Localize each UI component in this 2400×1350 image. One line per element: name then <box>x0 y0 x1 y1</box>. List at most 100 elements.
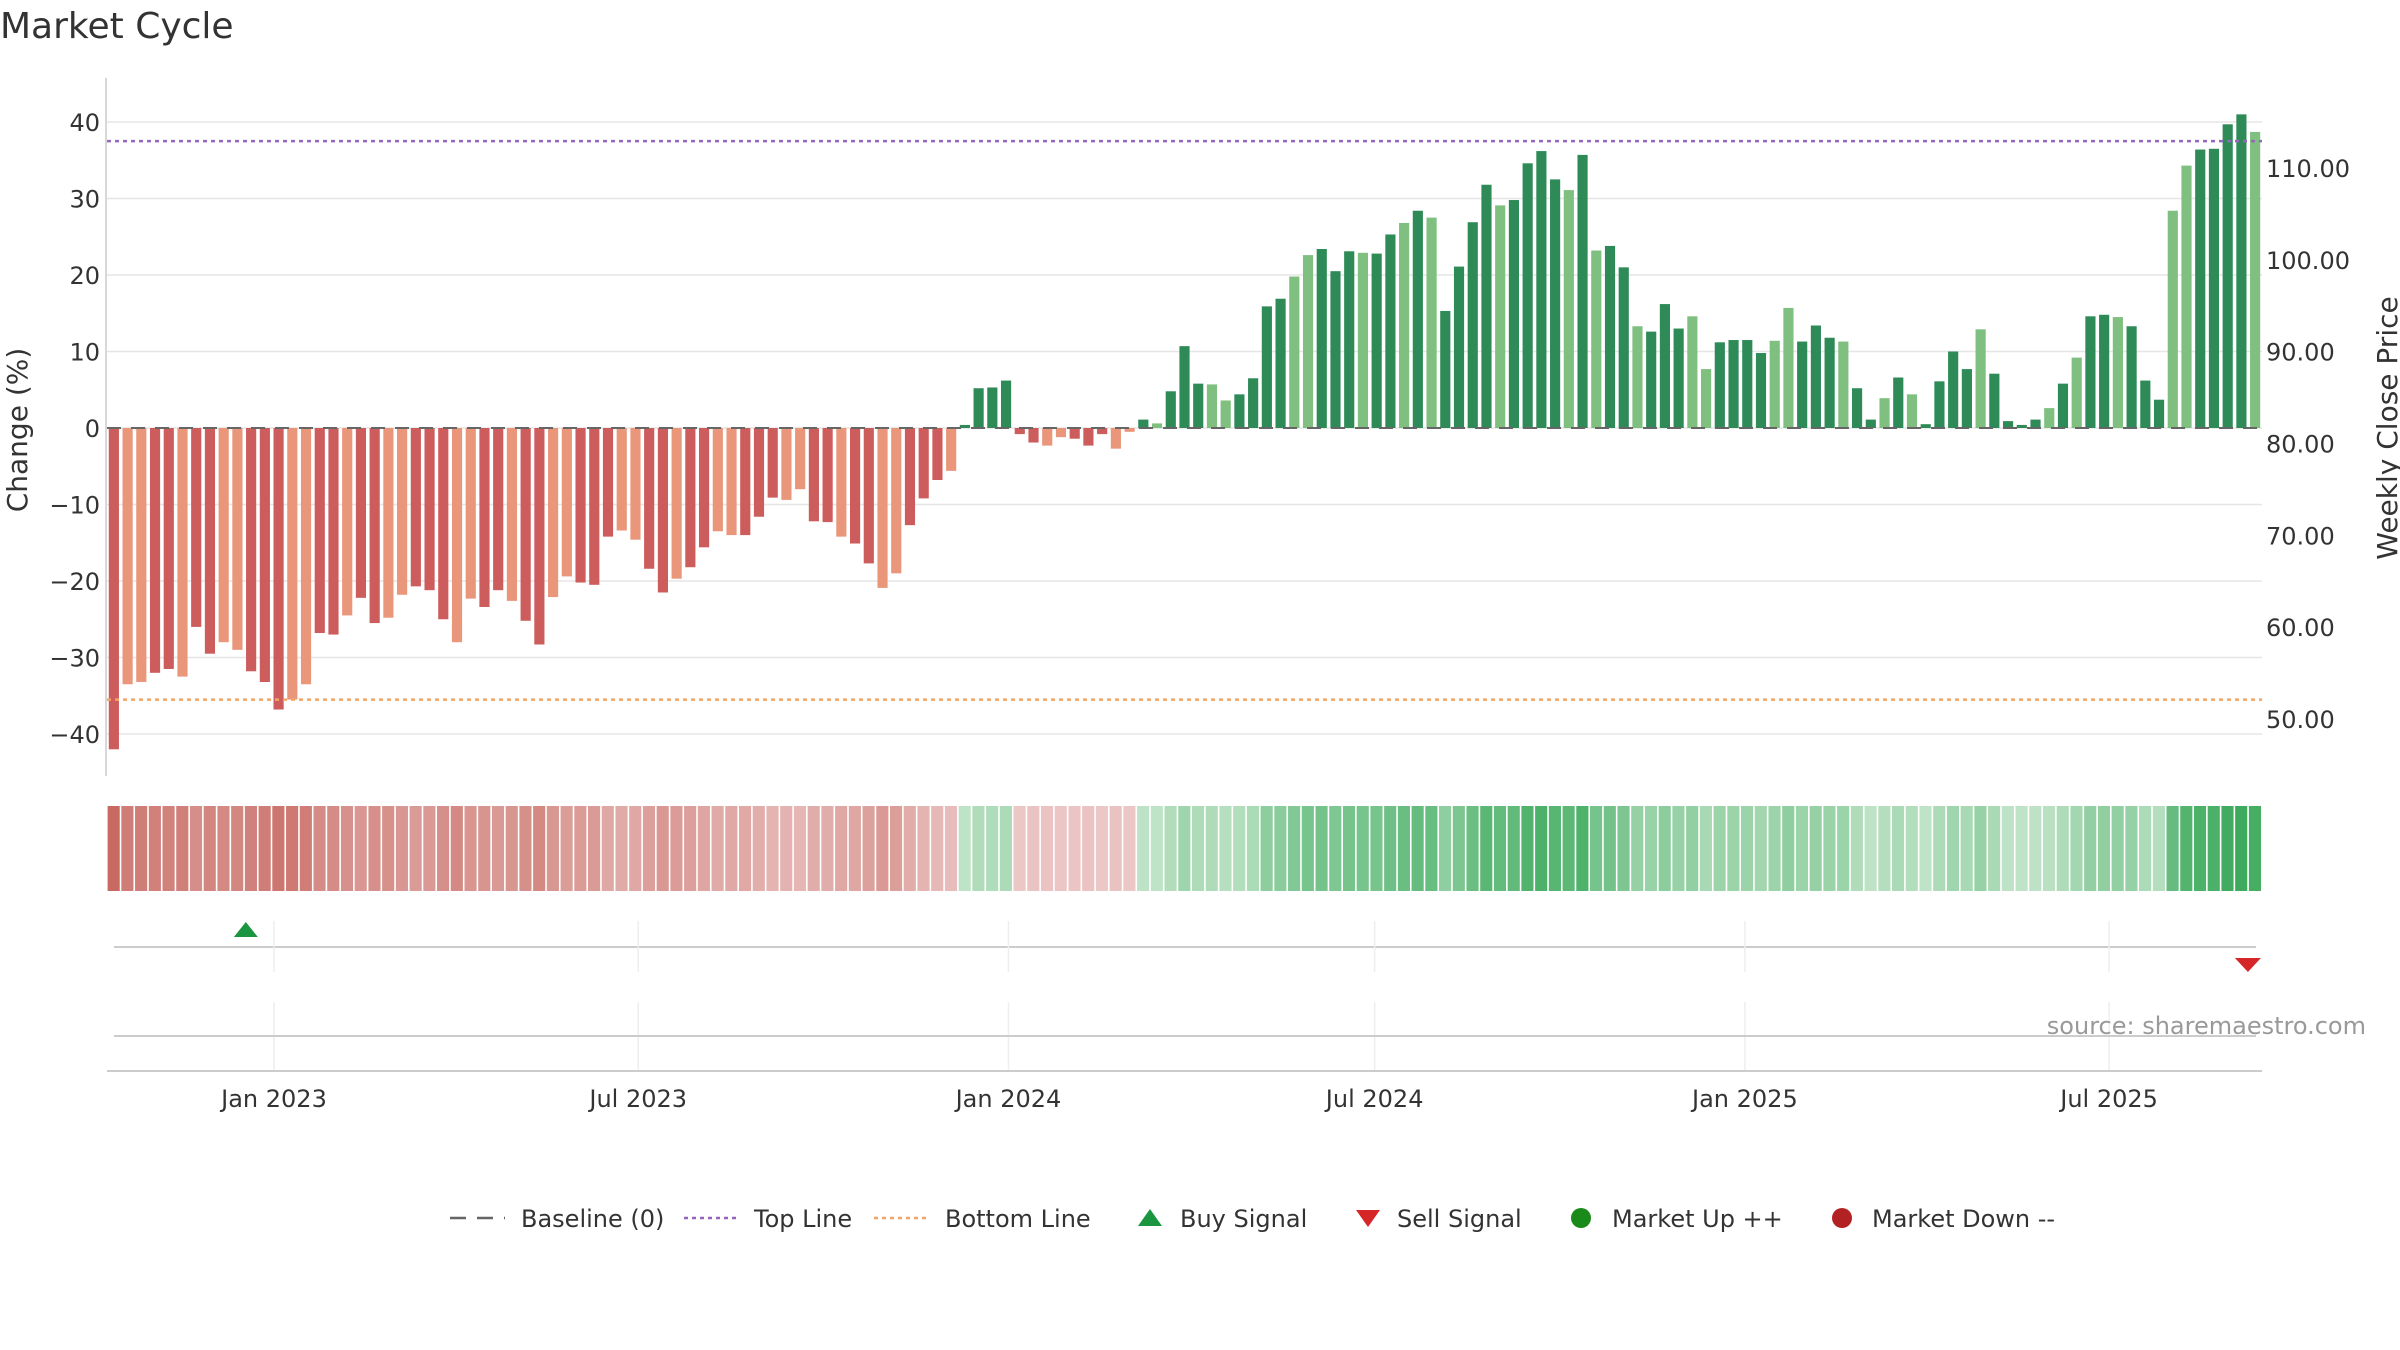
heat-cell <box>1068 806 1081 891</box>
heat-cell <box>615 806 628 891</box>
heat-cell <box>739 806 752 891</box>
heat-cell <box>2042 806 2056 891</box>
heat-cell <box>1809 806 1822 891</box>
heat-cell <box>231 806 244 891</box>
bar <box>1151 423 1163 428</box>
bar <box>2250 131 2261 428</box>
bar <box>602 428 614 537</box>
heat-cell <box>1576 806 1589 891</box>
bar <box>904 428 916 526</box>
heat-cell <box>986 806 999 891</box>
heat-cell <box>972 806 985 891</box>
heat-cell <box>601 806 614 891</box>
bar <box>1385 234 1396 428</box>
bar <box>163 428 174 669</box>
bar <box>2208 148 2220 428</box>
bar <box>575 428 586 583</box>
heat-cell <box>889 806 903 891</box>
heat-cell <box>1713 806 1726 891</box>
bar <box>863 428 874 564</box>
heat-cell <box>1370 806 1383 891</box>
bar <box>1659 304 1670 428</box>
bar <box>438 428 449 620</box>
heat-cell <box>1384 806 1397 891</box>
heat-cell <box>1699 806 1712 891</box>
heat-cell <box>148 806 161 891</box>
bar <box>424 428 435 591</box>
heat-cell <box>1795 806 1809 891</box>
bar <box>1234 394 1245 428</box>
heat-cell <box>368 806 381 891</box>
heat-cell <box>286 806 299 891</box>
heat-cell <box>1837 806 1850 891</box>
heat-cell <box>135 806 148 891</box>
heat-cell <box>1191 806 1205 891</box>
legend-label: Market Up ++ <box>1612 1205 1783 1233</box>
y-tick-label: 0 <box>85 415 100 443</box>
heat-cell <box>1329 806 1342 891</box>
heat-cell <box>313 806 326 891</box>
heat-cell <box>2001 806 2014 891</box>
bar <box>1110 428 1121 449</box>
bar <box>1055 428 1067 438</box>
legend-label: Sell Signal <box>1397 1205 1522 1233</box>
heat-cell <box>1617 806 1630 891</box>
bar <box>2236 114 2247 428</box>
bar <box>1893 377 1904 428</box>
bar <box>1453 266 1465 428</box>
bar <box>946 428 957 471</box>
bar <box>1934 381 1945 428</box>
bar <box>1316 248 1327 428</box>
x-tick-label: Jul 2023 <box>587 1085 687 1113</box>
lower-row <box>107 1002 2262 1072</box>
heat-cell <box>1274 806 1287 891</box>
bar <box>973 388 984 428</box>
heat-cell <box>2084 806 2097 891</box>
heat-cell <box>931 806 944 891</box>
heat-cell <box>1205 806 1218 891</box>
bar <box>1165 391 1176 428</box>
heat-cell <box>1356 806 1369 891</box>
bar <box>1577 154 1588 428</box>
y-tick-label: 40 <box>69 109 100 137</box>
bar <box>918 428 929 499</box>
bar <box>506 428 517 601</box>
y2-tick-label: 80.00 <box>2266 431 2335 459</box>
heat-cell <box>1741 806 1754 891</box>
legend-swatch-circle <box>1571 1208 1591 1228</box>
bar <box>1371 253 1382 428</box>
heat-cell <box>588 806 601 891</box>
heat-cell <box>752 806 765 891</box>
legend-swatch-sell <box>1356 1210 1380 1227</box>
bar <box>397 428 408 595</box>
heat-cell <box>217 806 230 891</box>
heat-cell <box>258 806 271 891</box>
bar <box>2222 124 2233 429</box>
bar <box>795 428 806 490</box>
heat-cell <box>1233 806 1246 891</box>
heat-cell <box>2056 806 2069 891</box>
bar <box>1536 151 1547 428</box>
bar <box>451 428 463 643</box>
bar <box>836 428 847 537</box>
heat-cell <box>162 806 175 891</box>
heat-cell <box>656 806 669 891</box>
legend-label: Top Line <box>753 1205 852 1233</box>
y-tick-label: −30 <box>49 645 100 673</box>
bar <box>1124 428 1135 432</box>
heat-cell <box>1535 806 1548 891</box>
heat-cell <box>327 806 340 891</box>
heat-cell <box>1411 806 1424 891</box>
bar <box>232 428 243 650</box>
buy-signal-marker <box>233 922 258 937</box>
bar <box>1604 245 1616 428</box>
bar <box>849 428 861 544</box>
y-tick-label: 30 <box>69 186 100 214</box>
heat-cell <box>2193 806 2207 891</box>
y2-tick-label: 70.00 <box>2266 522 2335 550</box>
bars-group <box>108 114 2261 750</box>
heat-cell <box>1219 806 1232 891</box>
heat-cell <box>1246 806 1259 891</box>
bar <box>2112 317 2123 428</box>
